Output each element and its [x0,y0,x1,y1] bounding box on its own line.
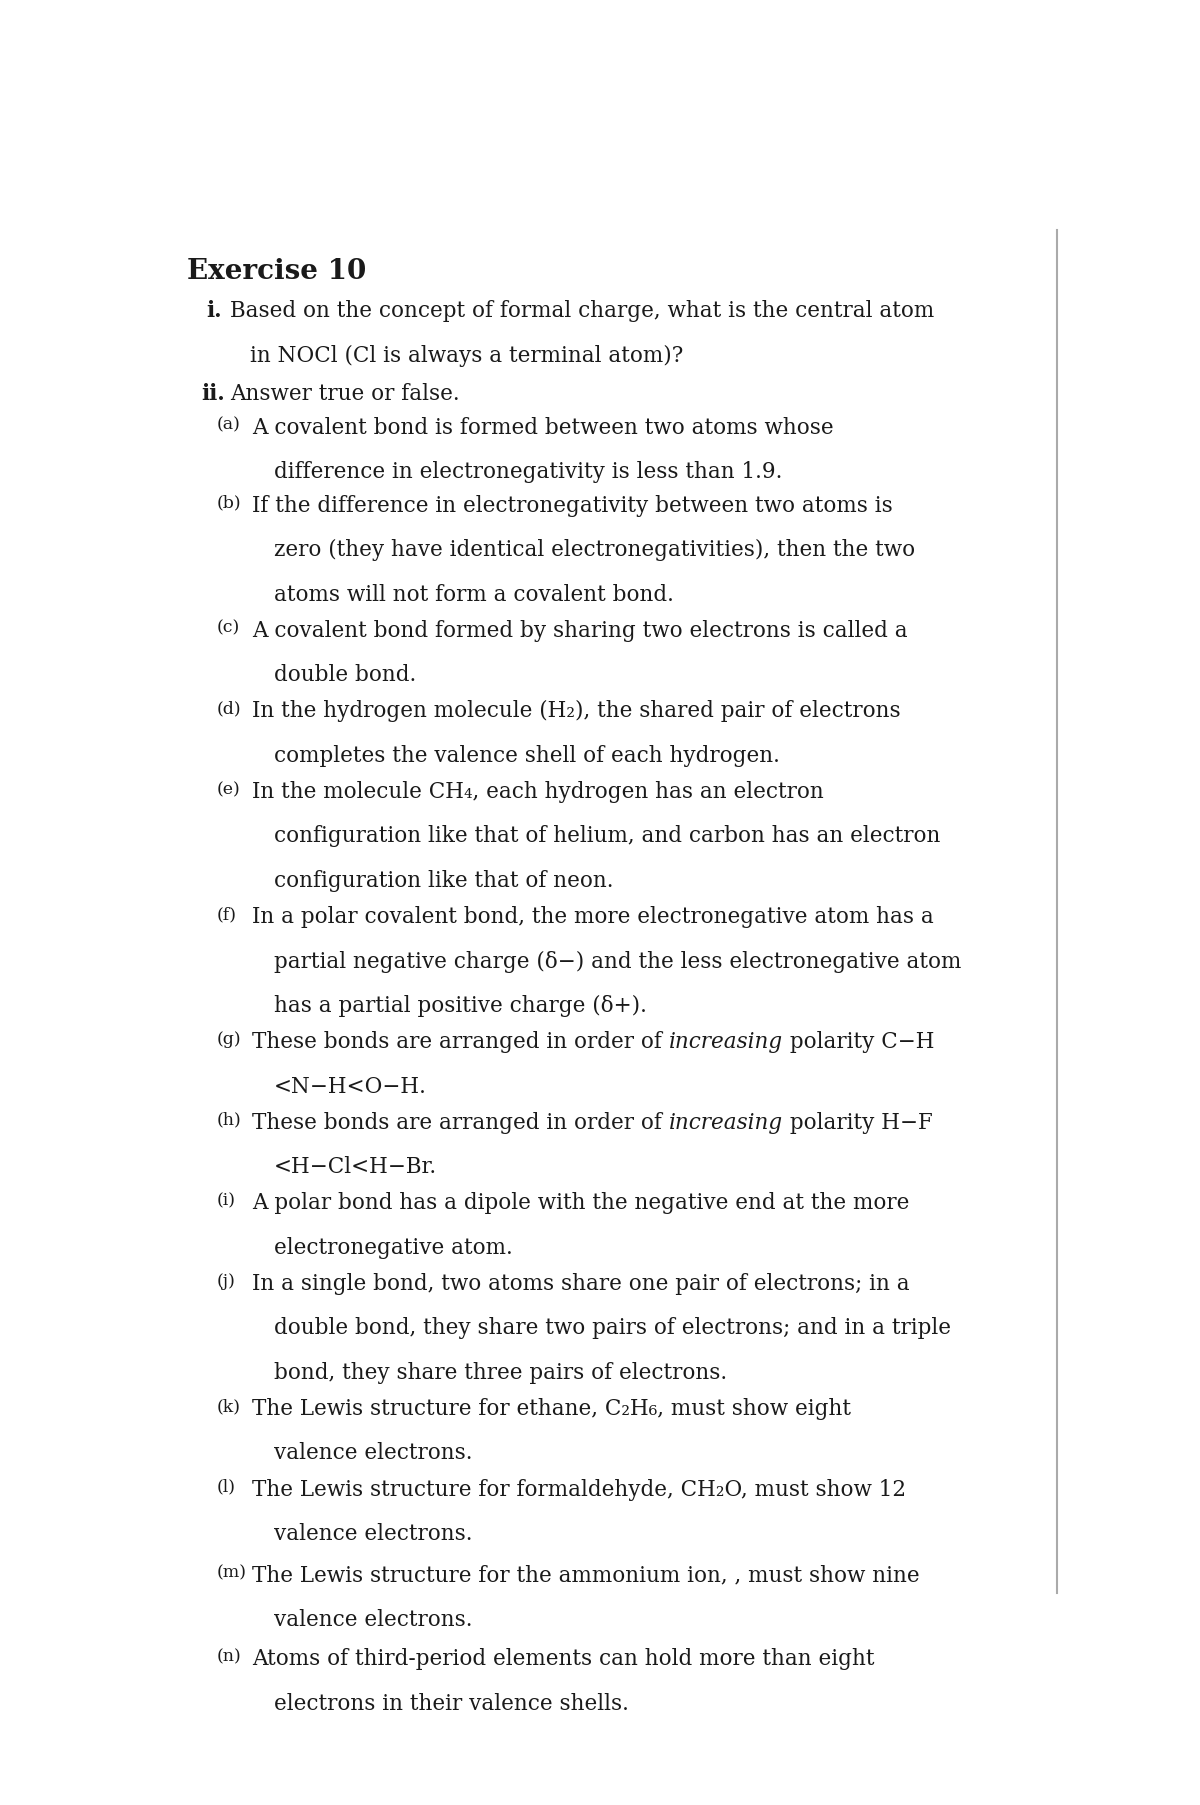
Text: In a polar covalent bond, the more electronegative atom has a: In a polar covalent bond, the more elect… [252,906,934,928]
Text: These bonds are arranged in order of: These bonds are arranged in order of [252,1031,670,1052]
Text: i.: i. [206,300,222,321]
Text: (e): (e) [217,782,241,798]
Text: configuration like that of helium, and carbon has an electron: configuration like that of helium, and c… [274,825,940,847]
Text: The Lewis structure for the ammonium ion, , must show nine: The Lewis structure for the ammonium ion… [252,1565,920,1587]
Text: in NOCl (Cl is always a terminal atom)?: in NOCl (Cl is always a terminal atom)? [251,345,684,366]
Text: double bond.: double bond. [274,664,416,686]
Text: Atoms of third-period elements can hold more than eight: Atoms of third-period elements can hold … [252,1648,875,1670]
Text: (n): (n) [217,1648,241,1666]
Text: (h): (h) [217,1112,241,1128]
Text: (f): (f) [217,906,236,922]
Text: electrons in their valence shells.: electrons in their valence shells. [274,1693,629,1715]
Text: (l): (l) [217,1478,236,1496]
Text: In a single bond, two atoms share one pair of electrons; in a: In a single bond, two atoms share one pa… [252,1273,910,1294]
Text: (c): (c) [217,619,240,637]
Text: Based on the concept of formal charge, what is the central atom: Based on the concept of formal charge, w… [230,300,935,321]
Text: zero (they have identical electronegativities), then the two: zero (they have identical electronegativ… [274,540,914,561]
Text: <H−Cl<H−Br.: <H−Cl<H−Br. [274,1157,437,1179]
Text: (a): (a) [217,417,241,433]
Text: has a partial positive charge (δ+).: has a partial positive charge (δ+). [274,995,647,1016]
Text: The Lewis structure for formaldehyde, CH₂O, must show 12: The Lewis structure for formaldehyde, CH… [252,1478,906,1500]
Text: increasing: increasing [670,1112,784,1134]
Text: ii.: ii. [202,383,224,406]
Text: (i): (i) [217,1193,236,1209]
Text: electronegative atom.: electronegative atom. [274,1236,512,1258]
Text: (m): (m) [217,1565,247,1581]
Text: polarity H−F: polarity H−F [784,1112,932,1134]
Text: increasing: increasing [670,1031,784,1052]
Text: In the hydrogen molecule (H₂), the shared pair of electrons: In the hydrogen molecule (H₂), the share… [252,700,901,722]
Text: <N−H<O−H.: <N−H<O−H. [274,1076,426,1097]
Text: These bonds are arranged in order of: These bonds are arranged in order of [252,1112,670,1134]
Text: configuration like that of neon.: configuration like that of neon. [274,870,613,892]
Text: A polar bond has a dipole with the negative end at the more: A polar bond has a dipole with the negat… [252,1193,910,1215]
Text: The Lewis structure for ethane, C₂H₆, must show eight: The Lewis structure for ethane, C₂H₆, mu… [252,1397,851,1421]
Text: difference in electronegativity is less than 1.9.: difference in electronegativity is less … [274,462,782,484]
Text: partial negative charge (δ−) and the less electronegative atom: partial negative charge (δ−) and the les… [274,951,961,973]
Text: (k): (k) [217,1397,241,1415]
Text: atoms will not form a covalent bond.: atoms will not form a covalent bond. [274,583,673,605]
Text: valence electrons.: valence electrons. [274,1523,472,1545]
Text: If the difference in electronegativity between two atoms is: If the difference in electronegativity b… [252,495,893,516]
Text: Answer true or false.: Answer true or false. [230,383,460,406]
Text: In the molecule CH₄, each hydrogen has an electron: In the molecule CH₄, each hydrogen has a… [252,782,824,803]
Text: (b): (b) [217,495,241,511]
Text: (d): (d) [217,700,241,717]
Text: Exercise 10: Exercise 10 [187,258,366,285]
Text: valence electrons.: valence electrons. [274,1610,472,1632]
Text: double bond, they share two pairs of electrons; and in a triple: double bond, they share two pairs of ele… [274,1318,950,1339]
Text: bond, they share three pairs of electrons.: bond, they share three pairs of electron… [274,1361,727,1384]
Text: A covalent bond formed by sharing two electrons is called a: A covalent bond formed by sharing two el… [252,619,908,641]
Text: (g): (g) [217,1031,241,1049]
Text: valence electrons.: valence electrons. [274,1442,472,1464]
Text: (j): (j) [217,1273,236,1291]
Text: polarity C−H: polarity C−H [784,1031,935,1052]
Text: A covalent bond is formed between two atoms whose: A covalent bond is formed between two at… [252,417,834,439]
Text: completes the valence shell of each hydrogen.: completes the valence shell of each hydr… [274,745,780,767]
